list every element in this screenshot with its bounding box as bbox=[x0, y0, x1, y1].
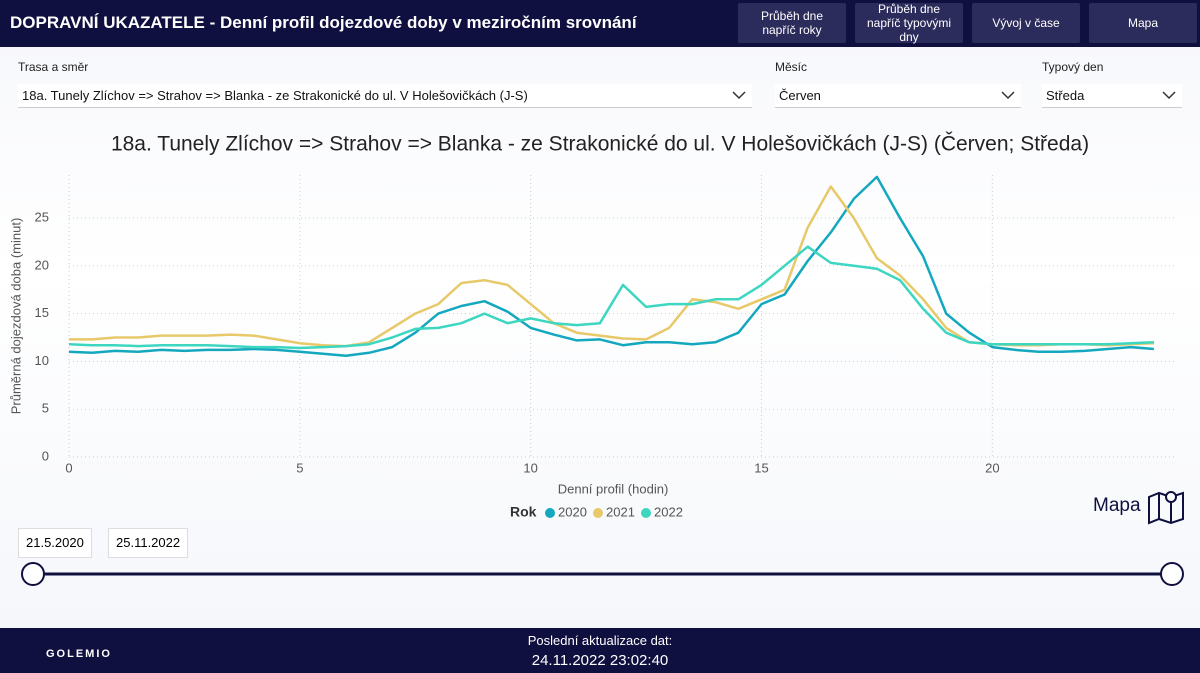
header: DOPRAVNÍ UKAZATELE - Denní profil dojezd… bbox=[0, 0, 1200, 47]
legend-title: Rok bbox=[510, 504, 537, 520]
dropdown-value: Středa bbox=[1046, 88, 1085, 103]
series-line bbox=[69, 185, 1154, 348]
dropdown-value: Červen bbox=[779, 88, 821, 103]
dropdown[interactable]: 18a. Tunely Zlíchov => Strahov => Blanka… bbox=[18, 84, 752, 108]
header-title: DOPRAVNÍ UKAZATELE - Denní profil dojezd… bbox=[10, 13, 637, 32]
legend-label: 2020 bbox=[558, 504, 587, 519]
nav-button[interactable]: Průběh dne napříč roky bbox=[738, 3, 846, 43]
legend-label: 2022 bbox=[654, 504, 683, 519]
chart-title: 18a. Tunely Zlíchov => Strahov => Blanka… bbox=[111, 133, 1089, 156]
y-tick-label: 25 bbox=[35, 209, 49, 224]
y-tick-label: 5 bbox=[42, 401, 49, 416]
y-axis-label: Průměrná dojezdová doba (minut) bbox=[8, 218, 23, 415]
y-tick-label: 15 bbox=[35, 305, 49, 320]
x-tick-label: 10 bbox=[523, 460, 537, 475]
x-tick-label: 15 bbox=[754, 460, 768, 475]
chevron bbox=[732, 91, 746, 100]
dropdown[interactable]: Středa bbox=[1042, 84, 1182, 108]
dropdown-value: 18a. Tunely Zlíchov => Strahov => Blanka… bbox=[22, 88, 528, 103]
map-link[interactable]: Mapa bbox=[1093, 495, 1141, 516]
date-end[interactable]: 25.11.2022 bbox=[108, 528, 189, 558]
update-value: 24.11.2022 23:02:40 bbox=[531, 652, 669, 669]
map-icon[interactable] bbox=[1147, 487, 1185, 525]
nav-button[interactable]: Mapa bbox=[1089, 3, 1197, 43]
date-start[interactable]: 21.5.2020 bbox=[18, 528, 92, 558]
x-tick-label: 0 bbox=[65, 460, 72, 475]
update-label: Poslední aktualizace dat: bbox=[527, 633, 673, 648]
x-tick-label: 5 bbox=[296, 460, 303, 475]
nav-button[interactable]: Vývoj v čase bbox=[972, 3, 1080, 43]
legend-label: 2021 bbox=[606, 504, 635, 519]
legend-swatch bbox=[641, 508, 651, 518]
chevron bbox=[1162, 91, 1176, 100]
logo: GOLEMIO bbox=[46, 648, 112, 660]
filter-label: Měsíc bbox=[775, 60, 808, 74]
filter-label: Trasa a směr bbox=[18, 60, 89, 74]
y-tick-label: 10 bbox=[35, 353, 49, 368]
footer: GOLEMIO Poslední aktualizace dat: 24.11.… bbox=[0, 628, 1200, 673]
legend-swatch bbox=[593, 508, 603, 518]
y-tick-label: 20 bbox=[35, 257, 49, 272]
slider-handle[interactable] bbox=[1160, 562, 1184, 586]
series-line bbox=[68, 175, 1155, 357]
series-line bbox=[68, 245, 1154, 350]
x-tick-label: 20 bbox=[985, 460, 999, 475]
legend-swatch bbox=[545, 508, 555, 518]
chevron bbox=[1001, 91, 1015, 100]
x-axis-label: Denní profil (hodin) bbox=[558, 481, 669, 496]
chart: 18a. Tunely Zlíchov => Strahov => Blanka… bbox=[8, 133, 1177, 520]
nav-button[interactable]: Průběh dne napříč typovými dny bbox=[855, 2, 963, 44]
date-slider bbox=[21, 562, 1184, 586]
y-tick-label: 0 bbox=[42, 448, 49, 463]
dropdown[interactable]: Červen bbox=[775, 84, 1021, 108]
filter-label: Typový den bbox=[1042, 60, 1104, 74]
slider-handle[interactable] bbox=[21, 562, 45, 586]
